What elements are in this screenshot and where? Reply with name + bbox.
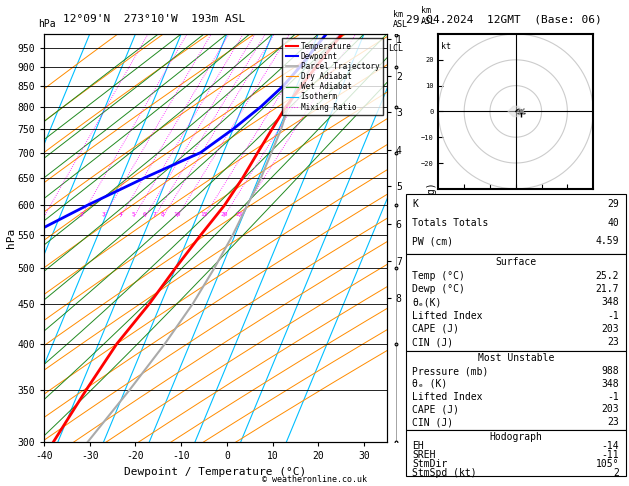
Text: Surface: Surface [495, 257, 537, 267]
Text: 2: 2 [79, 212, 83, 217]
Text: CAPE (J): CAPE (J) [413, 404, 459, 415]
Text: 4.59: 4.59 [596, 236, 619, 246]
Text: EH: EH [413, 441, 424, 451]
Text: Lifted Index: Lifted Index [413, 392, 483, 401]
Text: 40: 40 [608, 218, 619, 228]
Text: K: K [413, 199, 418, 209]
Y-axis label: Mixing Ratio (g/kg): Mixing Ratio (g/kg) [426, 182, 437, 294]
Text: SREH: SREH [413, 451, 436, 460]
Text: θₑ (K): θₑ (K) [413, 379, 448, 389]
Text: -1: -1 [608, 392, 619, 401]
Text: 10: 10 [174, 212, 181, 217]
Text: Temp (°C): Temp (°C) [413, 271, 465, 280]
Text: 203: 203 [601, 404, 619, 415]
Text: 29.04.2024  12GMT  (Base: 06): 29.04.2024 12GMT (Base: 06) [406, 14, 601, 24]
Text: kt: kt [441, 42, 451, 51]
Legend: Temperature, Dewpoint, Parcel Trajectory, Dry Adiabat, Wet Adiabat, Isotherm, Mi: Temperature, Dewpoint, Parcel Trajectory… [282, 38, 383, 115]
Text: Hodograph: Hodograph [489, 433, 542, 442]
Text: LCL: LCL [389, 44, 404, 52]
Text: Lifted Index: Lifted Index [413, 311, 483, 321]
Text: PW (cm): PW (cm) [413, 236, 454, 246]
Text: 3: 3 [102, 212, 106, 217]
Text: 29: 29 [608, 199, 619, 209]
Text: hPa: hPa [38, 19, 55, 29]
Text: CAPE (J): CAPE (J) [413, 324, 459, 334]
Text: 6: 6 [143, 212, 147, 217]
Text: CIN (J): CIN (J) [413, 337, 454, 347]
Text: Most Unstable: Most Unstable [477, 353, 554, 364]
Text: 105°: 105° [596, 459, 619, 469]
Text: -11: -11 [601, 451, 619, 460]
Text: 23: 23 [608, 337, 619, 347]
Text: -1: -1 [608, 311, 619, 321]
Text: StmSpd (kt): StmSpd (kt) [413, 469, 477, 478]
Text: Pressure (mb): Pressure (mb) [413, 366, 489, 376]
Polygon shape [508, 106, 523, 117]
Text: -14: -14 [601, 441, 619, 451]
Bar [406, 193, 626, 255]
Text: 348: 348 [601, 379, 619, 389]
Text: 2: 2 [613, 469, 619, 478]
Text: 23: 23 [608, 417, 619, 427]
Text: 988: 988 [601, 366, 619, 376]
Bar [406, 255, 626, 350]
Text: Dewp (°C): Dewp (°C) [413, 284, 465, 294]
Text: 203: 203 [601, 324, 619, 334]
Text: 7: 7 [153, 212, 157, 217]
Text: 348: 348 [601, 297, 619, 307]
Text: km
ASL: km ASL [393, 10, 408, 29]
Text: km
ASL: km ASL [421, 6, 436, 26]
Text: Totals Totals: Totals Totals [413, 218, 489, 228]
Text: θₑ(K): θₑ(K) [413, 297, 442, 307]
Text: 4: 4 [119, 212, 123, 217]
Text: 21.7: 21.7 [596, 284, 619, 294]
Text: StmDir: StmDir [413, 459, 448, 469]
Text: 5: 5 [132, 212, 136, 217]
Text: 12°09'N  273°10'W  193m ASL: 12°09'N 273°10'W 193m ASL [63, 14, 245, 24]
Text: 25.2: 25.2 [596, 271, 619, 280]
Text: 25: 25 [236, 212, 243, 217]
Bar [406, 430, 626, 476]
X-axis label: Dewpoint / Temperature (°C): Dewpoint / Temperature (°C) [125, 467, 306, 477]
Text: © weatheronline.co.uk: © weatheronline.co.uk [262, 474, 367, 484]
Text: 8: 8 [161, 212, 165, 217]
Y-axis label: hPa: hPa [6, 228, 16, 248]
Text: CIN (J): CIN (J) [413, 417, 454, 427]
Text: 15: 15 [201, 212, 208, 217]
Bar [406, 350, 626, 430]
Text: 20: 20 [220, 212, 228, 217]
